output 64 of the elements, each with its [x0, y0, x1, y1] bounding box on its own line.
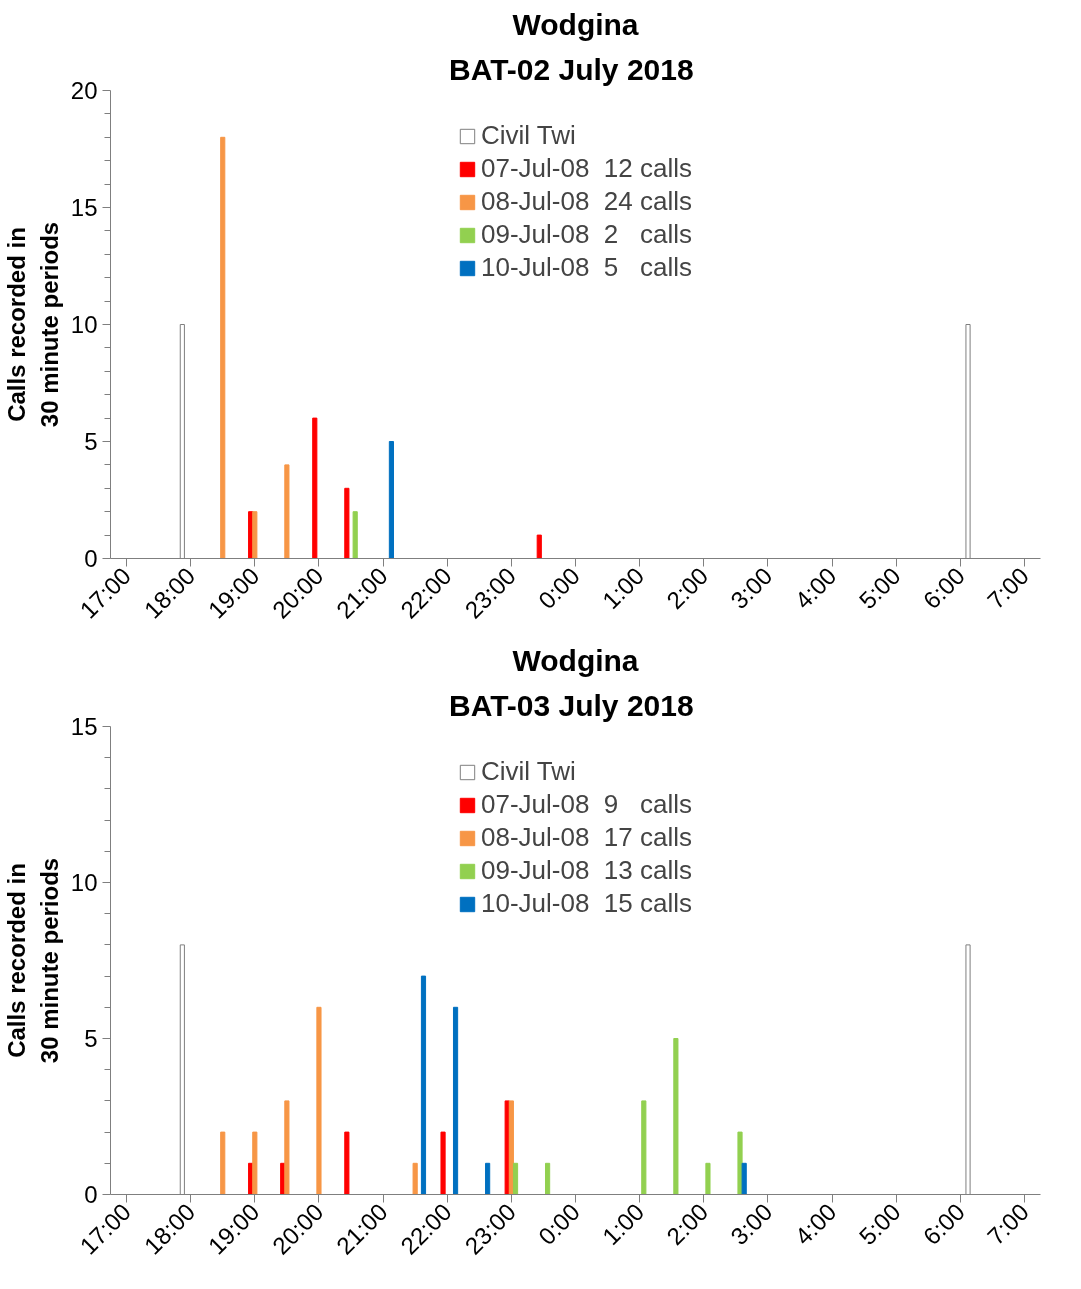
- bar: [312, 417, 318, 559]
- y-tick-label: 15: [70, 713, 98, 740]
- chart-subtitle: BAT-03 July 2018: [449, 688, 694, 722]
- bar: [452, 1006, 459, 1195]
- bar: [440, 1131, 446, 1195]
- legend-label: 07-Jul-08 9 calls: [481, 789, 692, 820]
- bar: [412, 1162, 418, 1195]
- legend-label: 08-Jul-08 24 calls: [481, 186, 692, 217]
- legend-label: 09-Jul-08 13 calls: [481, 855, 692, 886]
- bar: [705, 1162, 711, 1195]
- y-tick-label: 5: [84, 428, 98, 455]
- y-tick-label: 0: [84, 545, 98, 572]
- legend-label: Civil Twi: [481, 756, 576, 787]
- y-tick-label: 15: [70, 194, 98, 221]
- bar: [344, 1131, 350, 1195]
- x-tick-label: 0:00: [532, 1197, 586, 1251]
- bar: [344, 487, 350, 559]
- x-tick-label: 4:00: [789, 1197, 842, 1251]
- bar: [252, 1131, 258, 1195]
- legend-label: 09-Jul-08 2 calls: [481, 219, 692, 250]
- legend-label: 07-Jul-08 12 calls: [481, 153, 692, 184]
- bar: [284, 1100, 290, 1195]
- y-axis-title: Calls recorded in 30 minute periods: [3, 221, 63, 428]
- y-tick-label: 0: [84, 1181, 98, 1208]
- bar: [420, 975, 427, 1195]
- x-tick-label: 6:00: [917, 1197, 970, 1251]
- bar: [545, 1162, 551, 1195]
- y-tick-label: 10: [70, 869, 98, 896]
- legend-label: Civil Twi: [481, 120, 576, 151]
- y-axis-title: Calls recorded in 30 minute periods: [3, 857, 63, 1064]
- bar: [252, 511, 258, 559]
- y-tick-label: 20: [70, 77, 98, 104]
- x-tick-label: 6:00: [917, 561, 970, 615]
- y-tick-label: 10: [70, 311, 98, 338]
- bar: [504, 1100, 510, 1195]
- bar: [220, 136, 226, 559]
- legend-label: 10-Jul-08 15 calls: [481, 888, 692, 919]
- bar: [508, 1100, 514, 1195]
- bar: [536, 534, 542, 559]
- bar: [485, 1162, 491, 1195]
- x-tick-label: 5:00: [853, 561, 906, 615]
- legend-label: 08-Jul-08 17 calls: [481, 822, 692, 853]
- bar: [741, 1162, 747, 1195]
- chart-subtitle: BAT-02 July 2018: [449, 52, 694, 86]
- legend-label: 10-Jul-08 5 calls: [481, 252, 692, 283]
- x-tick-label: 7:00: [981, 1197, 1035, 1251]
- bar: [641, 1100, 647, 1195]
- bar: [673, 1038, 679, 1195]
- bar: [512, 1162, 519, 1195]
- x-tick-label: 0:00: [532, 561, 586, 615]
- bar: [220, 1131, 226, 1195]
- chart-title: Wodgina: [512, 643, 639, 677]
- chart-title: Wodgina: [512, 7, 639, 41]
- bar: [352, 511, 358, 559]
- bar: [284, 464, 290, 559]
- x-tick-label: 5:00: [853, 1197, 906, 1251]
- y-tick-label: 5: [84, 1025, 98, 1052]
- x-tick-label: 4:00: [789, 561, 842, 615]
- bar: [737, 1131, 743, 1195]
- x-tick-label: 3:00: [725, 561, 778, 615]
- bar: [388, 441, 395, 559]
- x-tick-label: 7:00: [981, 561, 1035, 615]
- x-tick-label: 3:00: [725, 1197, 778, 1251]
- bar: [316, 1006, 322, 1195]
